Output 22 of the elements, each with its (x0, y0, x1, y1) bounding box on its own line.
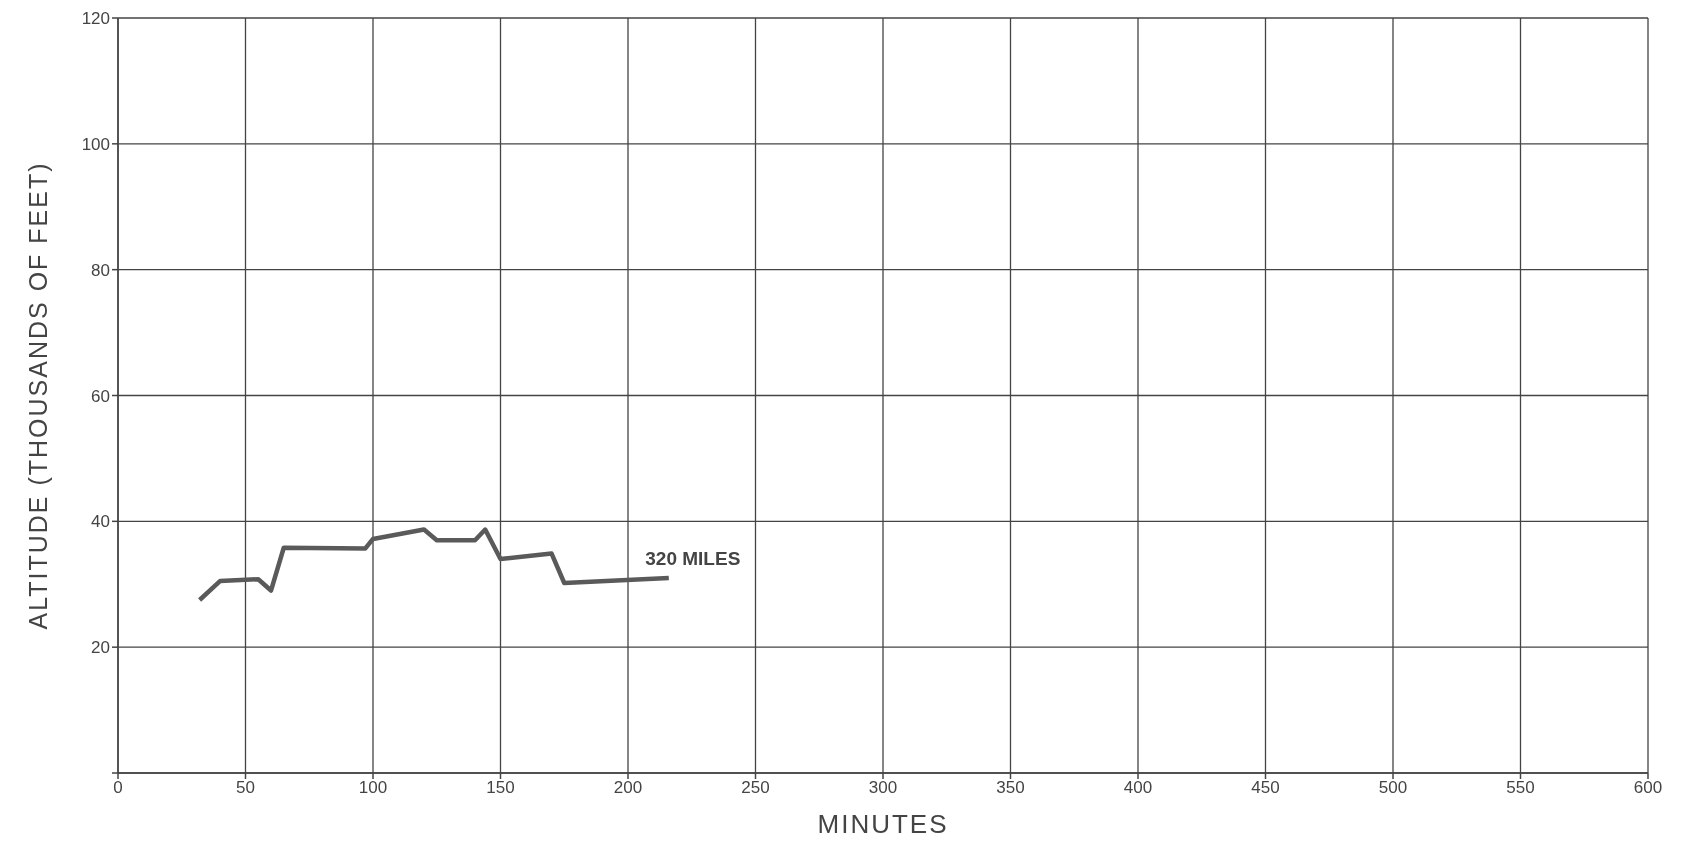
annotation: 320 MILES (645, 547, 741, 569)
y-tick-label: 100 (81, 134, 110, 154)
y-tick-label: 60 (91, 386, 110, 406)
x-tick-label: 500 (1378, 778, 1408, 798)
y-axis-title: ALTITUDE (THOUSANDS OF FEET) (23, 161, 52, 630)
y-tick-label: 120 (81, 9, 110, 29)
x-tick-label: 400 (1123, 778, 1153, 798)
y-tick-label: 20 (91, 638, 110, 658)
x-tick-label: 50 (236, 778, 255, 798)
x-axis-title: MINUTES (817, 809, 949, 839)
x-tick-label: 350 (996, 778, 1025, 798)
x-tick-label: 150 (486, 778, 515, 798)
y-tick-label: 80 (91, 260, 110, 280)
x-tick-label: 300 (868, 778, 898, 798)
x-tick-label: 100 (358, 778, 388, 798)
x-tick-label: 450 (1251, 778, 1280, 798)
x-tick-label: 200 (613, 778, 643, 798)
x-tick-label: 550 (1506, 778, 1535, 798)
x-tick-label: 250 (741, 778, 770, 798)
y-tick-label: 40 (91, 512, 110, 532)
x-tick-label: 600 (1633, 778, 1663, 798)
x-tick-label: 0 (113, 778, 123, 798)
